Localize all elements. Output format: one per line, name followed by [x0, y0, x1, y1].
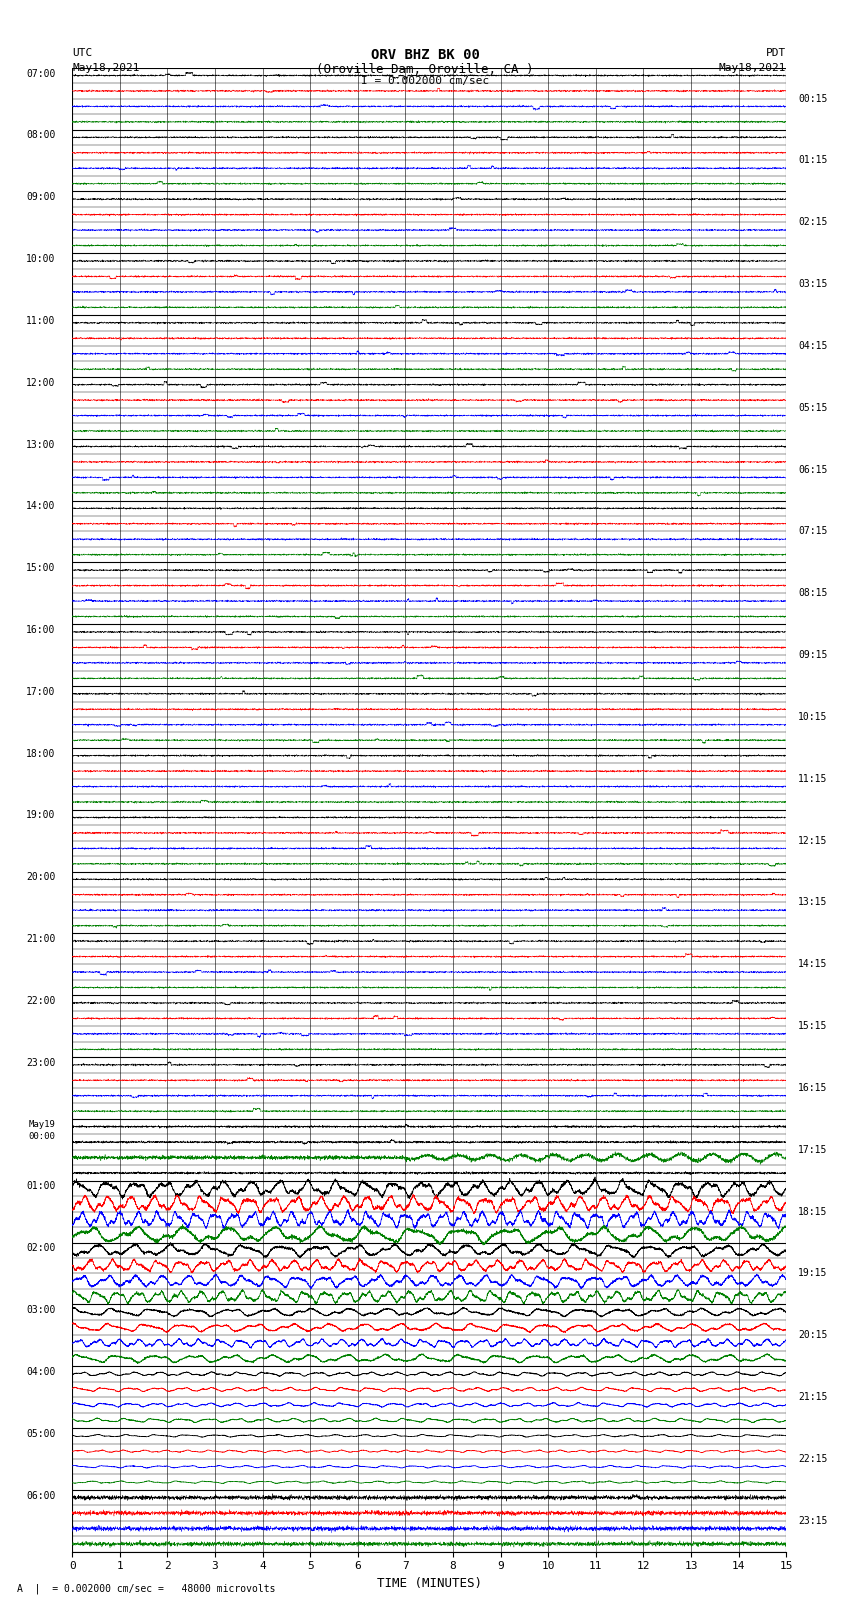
- Text: 11:15: 11:15: [798, 774, 828, 784]
- Text: 10:15: 10:15: [798, 711, 828, 723]
- Text: 22:00: 22:00: [26, 995, 55, 1007]
- Text: 04:00: 04:00: [26, 1366, 55, 1378]
- Text: 04:15: 04:15: [798, 340, 828, 352]
- Text: 20:00: 20:00: [26, 873, 55, 882]
- Text: 15:15: 15:15: [798, 1021, 828, 1031]
- Text: 02:00: 02:00: [26, 1244, 55, 1253]
- Text: 12:00: 12:00: [26, 377, 55, 387]
- Text: 13:00: 13:00: [26, 439, 55, 450]
- Text: 07:15: 07:15: [798, 526, 828, 537]
- Text: 18:15: 18:15: [798, 1207, 828, 1216]
- Text: 22:15: 22:15: [798, 1453, 828, 1465]
- Text: 19:15: 19:15: [798, 1268, 828, 1279]
- Text: 11:00: 11:00: [26, 316, 55, 326]
- Text: 01:15: 01:15: [798, 155, 828, 166]
- Text: 06:00: 06:00: [26, 1490, 55, 1500]
- Text: 07:00: 07:00: [26, 68, 55, 79]
- Text: May19: May19: [29, 1119, 55, 1129]
- Text: 17:00: 17:00: [26, 687, 55, 697]
- Text: 00:00: 00:00: [29, 1132, 55, 1140]
- Text: 09:15: 09:15: [798, 650, 828, 660]
- Text: 05:00: 05:00: [26, 1429, 55, 1439]
- Text: 14:15: 14:15: [798, 960, 828, 969]
- Text: 23:00: 23:00: [26, 1058, 55, 1068]
- Text: 20:15: 20:15: [798, 1331, 828, 1340]
- X-axis label: TIME (MINUTES): TIME (MINUTES): [377, 1578, 482, 1590]
- Text: A  |  = 0.002000 cm/sec =   48000 microvolts: A | = 0.002000 cm/sec = 48000 microvolts: [17, 1582, 275, 1594]
- Text: PDT: PDT: [766, 48, 786, 58]
- Text: 03:15: 03:15: [798, 279, 828, 289]
- Text: 17:15: 17:15: [798, 1145, 828, 1155]
- Text: 01:00: 01:00: [26, 1181, 55, 1192]
- Text: 08:00: 08:00: [26, 131, 55, 140]
- Text: 05:15: 05:15: [798, 403, 828, 413]
- Text: 16:15: 16:15: [798, 1082, 828, 1094]
- Text: 14:00: 14:00: [26, 502, 55, 511]
- Text: 03:00: 03:00: [26, 1305, 55, 1315]
- Text: May18,2021: May18,2021: [719, 63, 786, 73]
- Text: 21:00: 21:00: [26, 934, 55, 944]
- Text: 06:15: 06:15: [798, 465, 828, 474]
- Text: ORV BHZ BK 00: ORV BHZ BK 00: [371, 48, 479, 63]
- Text: 12:15: 12:15: [798, 836, 828, 845]
- Text: I = 0.002000 cm/sec: I = 0.002000 cm/sec: [361, 76, 489, 85]
- Text: 23:15: 23:15: [798, 1516, 828, 1526]
- Text: (Oroville Dam, Oroville, CA ): (Oroville Dam, Oroville, CA ): [316, 63, 534, 76]
- Text: 13:15: 13:15: [798, 897, 828, 908]
- Text: 19:00: 19:00: [26, 810, 55, 821]
- Text: 02:15: 02:15: [798, 218, 828, 227]
- Text: 10:00: 10:00: [26, 253, 55, 265]
- Text: 09:00: 09:00: [26, 192, 55, 202]
- Text: 16:00: 16:00: [26, 624, 55, 636]
- Text: 21:15: 21:15: [798, 1392, 828, 1402]
- Text: UTC: UTC: [72, 48, 93, 58]
- Text: 08:15: 08:15: [798, 589, 828, 598]
- Text: May18,2021: May18,2021: [72, 63, 139, 73]
- Text: 15:00: 15:00: [26, 563, 55, 573]
- Text: 18:00: 18:00: [26, 748, 55, 758]
- Text: 00:15: 00:15: [798, 94, 828, 103]
